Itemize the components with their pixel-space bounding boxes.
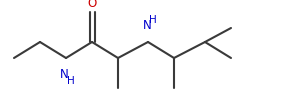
Text: H: H <box>149 15 157 25</box>
Text: O: O <box>87 0 97 10</box>
Text: N: N <box>60 68 68 81</box>
Text: H: H <box>67 76 75 86</box>
Text: N: N <box>143 19 151 32</box>
